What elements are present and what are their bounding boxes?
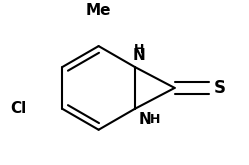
Text: Cl: Cl	[10, 101, 27, 116]
Text: H: H	[150, 113, 160, 126]
Text: Me: Me	[86, 3, 111, 18]
Text: N: N	[132, 48, 145, 63]
Text: S: S	[213, 79, 226, 97]
Text: N: N	[139, 112, 152, 127]
Text: H: H	[134, 43, 144, 56]
